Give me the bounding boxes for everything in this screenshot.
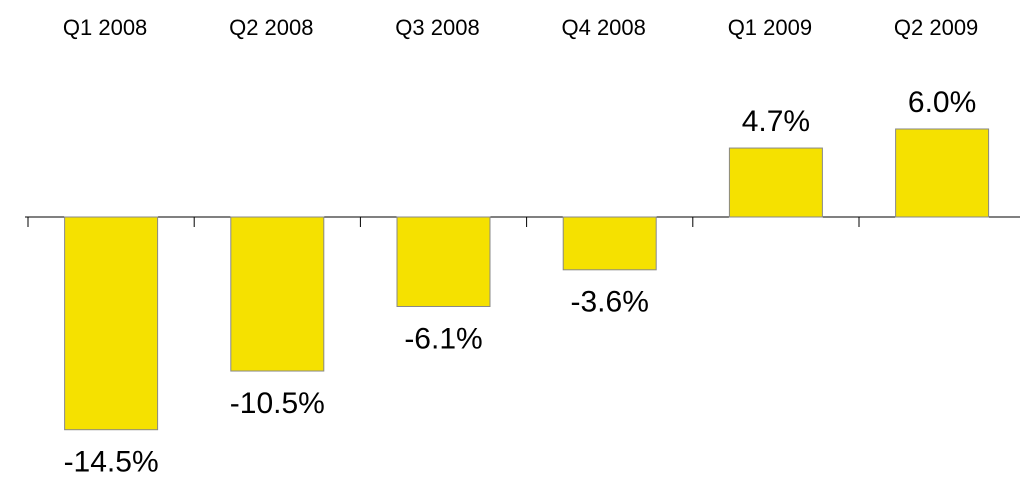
bar xyxy=(562,216,657,271)
bar xyxy=(64,216,159,431)
value-label: -14.5% xyxy=(64,446,159,479)
category-label: Q2 2009 xyxy=(894,15,978,40)
category-label: Q2 2008 xyxy=(229,15,313,40)
value-label: -6.1% xyxy=(404,322,482,355)
bar xyxy=(230,216,325,372)
bar xyxy=(728,147,823,218)
category-label: Q4 2008 xyxy=(561,15,645,40)
bar xyxy=(895,128,990,218)
value-label: -10.5% xyxy=(230,387,325,420)
category-label: Q3 2008 xyxy=(395,15,479,40)
value-label: -3.6% xyxy=(571,286,649,319)
category-label: Q1 2008 xyxy=(63,15,147,40)
category-label: Q1 2009 xyxy=(728,15,812,40)
bar xyxy=(396,216,491,307)
value-label: 4.7% xyxy=(742,105,810,138)
value-label: 6.0% xyxy=(908,86,976,119)
